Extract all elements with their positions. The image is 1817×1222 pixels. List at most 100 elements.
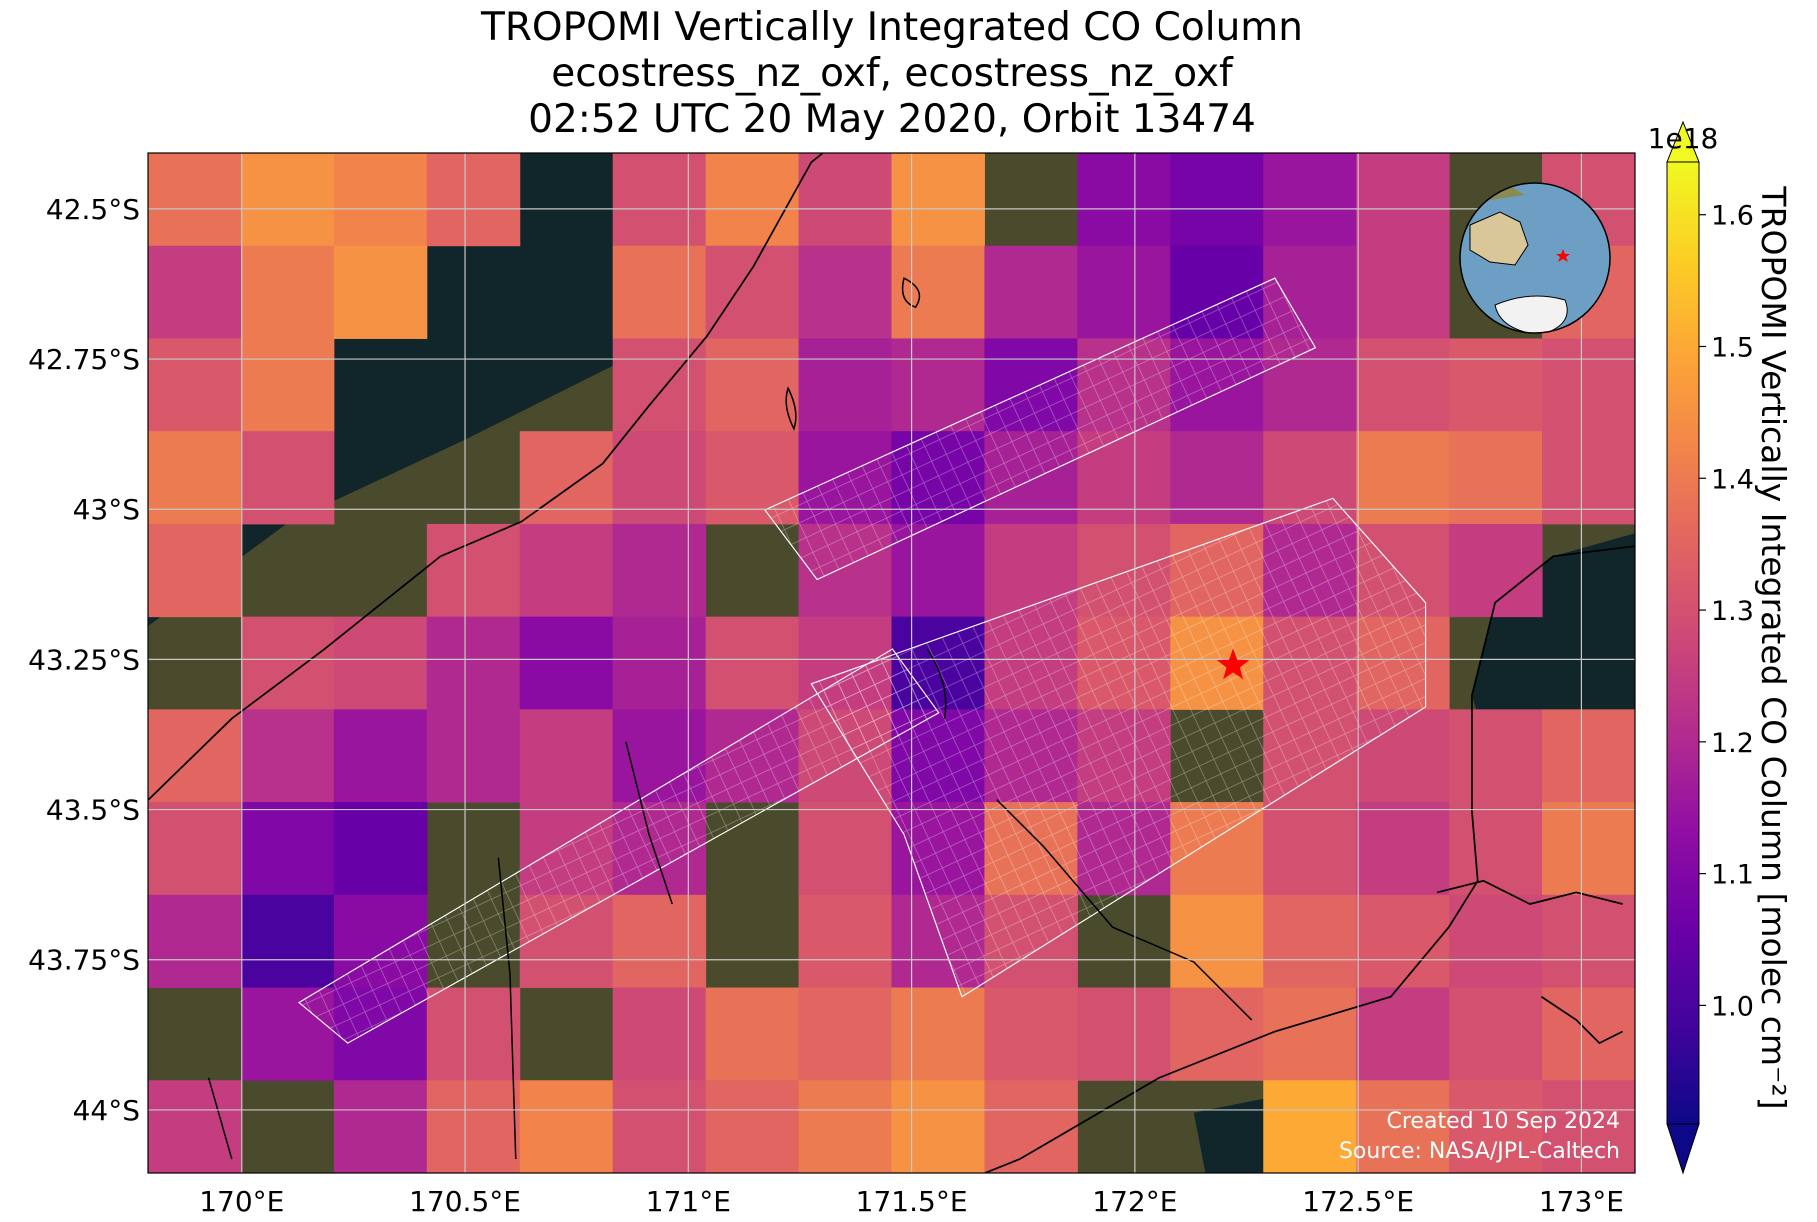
swaths bbox=[148, 153, 1635, 1173]
y-tick-label: 42.5°S bbox=[46, 193, 140, 226]
cell bbox=[1356, 153, 1450, 247]
cell bbox=[1356, 894, 1450, 989]
cell bbox=[1077, 245, 1171, 339]
colorbar-tick-label: 1.5 bbox=[1711, 332, 1754, 363]
cell bbox=[240, 245, 335, 339]
annotation: Created 10 Sep 2024 bbox=[1387, 1109, 1621, 1134]
cell bbox=[1356, 802, 1450, 896]
cell bbox=[333, 245, 428, 339]
cell bbox=[1356, 987, 1450, 1081]
y-tick-label: 42.75°S bbox=[28, 343, 140, 376]
cell bbox=[1356, 1080, 1450, 1173]
grid bbox=[148, 153, 1635, 1173]
cell bbox=[1170, 894, 1264, 989]
y-tick-label: 43.75°S bbox=[28, 944, 140, 977]
cell bbox=[519, 523, 614, 618]
cell bbox=[1077, 987, 1171, 1081]
cell bbox=[612, 894, 707, 989]
cell bbox=[1263, 1080, 1357, 1173]
cell bbox=[1449, 802, 1543, 896]
cell bbox=[1263, 987, 1357, 1081]
cell bbox=[426, 523, 521, 618]
cell bbox=[148, 338, 242, 432]
cell bbox=[426, 616, 521, 710]
cell bbox=[148, 894, 242, 989]
cell bbox=[1170, 987, 1264, 1081]
colorbar-tick-label: 1.3 bbox=[1711, 596, 1754, 627]
cell bbox=[240, 338, 335, 432]
y-tick-label: 43°S bbox=[73, 493, 140, 526]
cell bbox=[798, 153, 892, 247]
cell bbox=[333, 1080, 428, 1173]
cell bbox=[519, 431, 614, 525]
cell bbox=[240, 153, 335, 247]
cell bbox=[426, 1080, 521, 1173]
cell bbox=[612, 987, 707, 1081]
cell bbox=[1449, 338, 1543, 432]
cell bbox=[519, 1080, 614, 1173]
colorbar-extend bbox=[1666, 1123, 1700, 1175]
cell bbox=[426, 153, 521, 247]
colorbar-tick-label: 1.2 bbox=[1711, 728, 1754, 759]
x-tick-label: 171.5°E bbox=[856, 1185, 968, 1218]
cell bbox=[519, 616, 614, 710]
cell bbox=[148, 523, 242, 618]
colorbar-frame bbox=[1666, 161, 1700, 1125]
cell bbox=[798, 802, 892, 896]
cell bbox=[1542, 1080, 1635, 1173]
y-tick-label: 43.5°S bbox=[46, 794, 140, 827]
coastline bbox=[148, 153, 1635, 1173]
cell bbox=[148, 245, 242, 339]
y-tick-label: 43.25°S bbox=[28, 643, 140, 676]
cell bbox=[1449, 894, 1543, 989]
cell bbox=[612, 245, 707, 339]
lakes-rivers bbox=[207, 277, 1253, 1160]
cell bbox=[1356, 338, 1450, 432]
cell bbox=[1449, 431, 1543, 525]
chart-title: TROPOMI Vertically Integrated CO Column bbox=[480, 5, 1303, 50]
cell bbox=[1077, 153, 1171, 247]
cell bbox=[705, 153, 800, 247]
x-tick-label: 172.5°E bbox=[1302, 1185, 1414, 1218]
cell bbox=[240, 802, 335, 896]
colorbar-tick-label: 1.6 bbox=[1711, 201, 1754, 232]
cell bbox=[240, 616, 335, 710]
cell bbox=[984, 987, 1078, 1081]
cell bbox=[891, 987, 985, 1081]
chart-title: ecostress_nz_oxf, ecostress_nz_oxf bbox=[551, 51, 1234, 96]
cell bbox=[705, 987, 800, 1081]
map-area: Created 10 Sep 2024 Source: NASA/JPL-Cal… bbox=[148, 153, 1635, 1173]
swath bbox=[298, 648, 940, 1044]
cell bbox=[1263, 802, 1357, 896]
cell bbox=[1356, 431, 1450, 525]
cell bbox=[148, 153, 242, 247]
cell bbox=[1542, 802, 1635, 896]
cell bbox=[240, 894, 335, 989]
chart-title: 02:52 UTC 20 May 2020, Orbit 13474 bbox=[528, 97, 1256, 142]
x-tick-label: 171°E bbox=[646, 1185, 731, 1218]
colorbar-tick-label: 1.1 bbox=[1711, 860, 1754, 891]
cell bbox=[1449, 987, 1543, 1081]
cell bbox=[984, 245, 1078, 339]
colorbar-label: TROPOMI Vertically Integrated CO Column … bbox=[1754, 185, 1793, 1109]
cell bbox=[1542, 709, 1635, 803]
x-tick-label: 170.5°E bbox=[409, 1185, 521, 1218]
cell bbox=[426, 709, 521, 803]
cell bbox=[333, 153, 428, 247]
cell bbox=[798, 987, 892, 1081]
cell bbox=[240, 709, 335, 803]
map-frame bbox=[147, 152, 1636, 1174]
cell bbox=[891, 523, 985, 618]
globe-land bbox=[1460, 183, 1568, 333]
cell bbox=[1170, 153, 1264, 247]
site-marker bbox=[1216, 648, 1250, 680]
cell bbox=[612, 153, 707, 247]
swath bbox=[764, 277, 1317, 581]
colorbar-tick-label: 1.0 bbox=[1711, 991, 1754, 1022]
globe-site bbox=[1556, 249, 1570, 262]
x-tick-label: 170°E bbox=[199, 1185, 284, 1218]
cell bbox=[891, 245, 985, 339]
cell bbox=[1542, 431, 1635, 525]
